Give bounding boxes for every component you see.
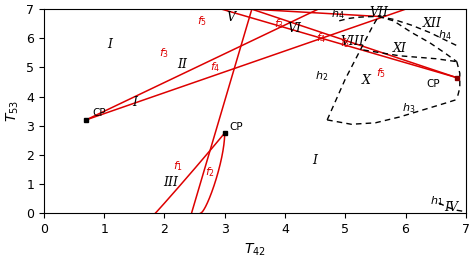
X-axis label: $T_{42}$: $T_{42}$	[244, 242, 266, 258]
Text: I: I	[132, 96, 137, 109]
Text: $h_4$: $h_4$	[331, 8, 345, 21]
Y-axis label: $T_{53}$: $T_{53}$	[4, 100, 20, 122]
Text: $f_4$: $f_4$	[210, 61, 221, 74]
Text: IV: IV	[444, 201, 458, 214]
Text: II: II	[177, 58, 188, 71]
Text: $f_2$: $f_2$	[205, 166, 215, 179]
Text: $f_5$: $f_5$	[376, 66, 386, 80]
Text: III: III	[163, 176, 178, 189]
Text: $h_3$: $h_3$	[402, 101, 415, 115]
Text: $f_4$: $f_4$	[316, 31, 327, 45]
Text: I: I	[108, 38, 113, 51]
Text: VIII: VIII	[340, 35, 365, 48]
Text: V: V	[226, 12, 235, 24]
Text: XII: XII	[423, 17, 442, 30]
Text: VII: VII	[369, 6, 388, 19]
Text: CP: CP	[229, 122, 243, 132]
Text: VI: VI	[287, 21, 301, 35]
Text: XI: XI	[392, 42, 407, 55]
Text: $f_5$: $f_5$	[340, 36, 350, 50]
Text: CP: CP	[427, 79, 440, 89]
Text: $f_1$: $f_1$	[173, 160, 183, 173]
Text: $h_2$: $h_2$	[315, 69, 328, 83]
Text: $f_5$: $f_5$	[197, 14, 207, 28]
Text: X: X	[362, 74, 371, 87]
Text: I: I	[313, 154, 318, 167]
Text: $h_1$: $h_1$	[430, 194, 444, 208]
Text: $f_3$: $f_3$	[159, 46, 170, 60]
Text: CP: CP	[92, 108, 106, 118]
Text: $h_4$: $h_4$	[438, 29, 452, 42]
Text: $f_3$: $f_3$	[274, 17, 284, 31]
